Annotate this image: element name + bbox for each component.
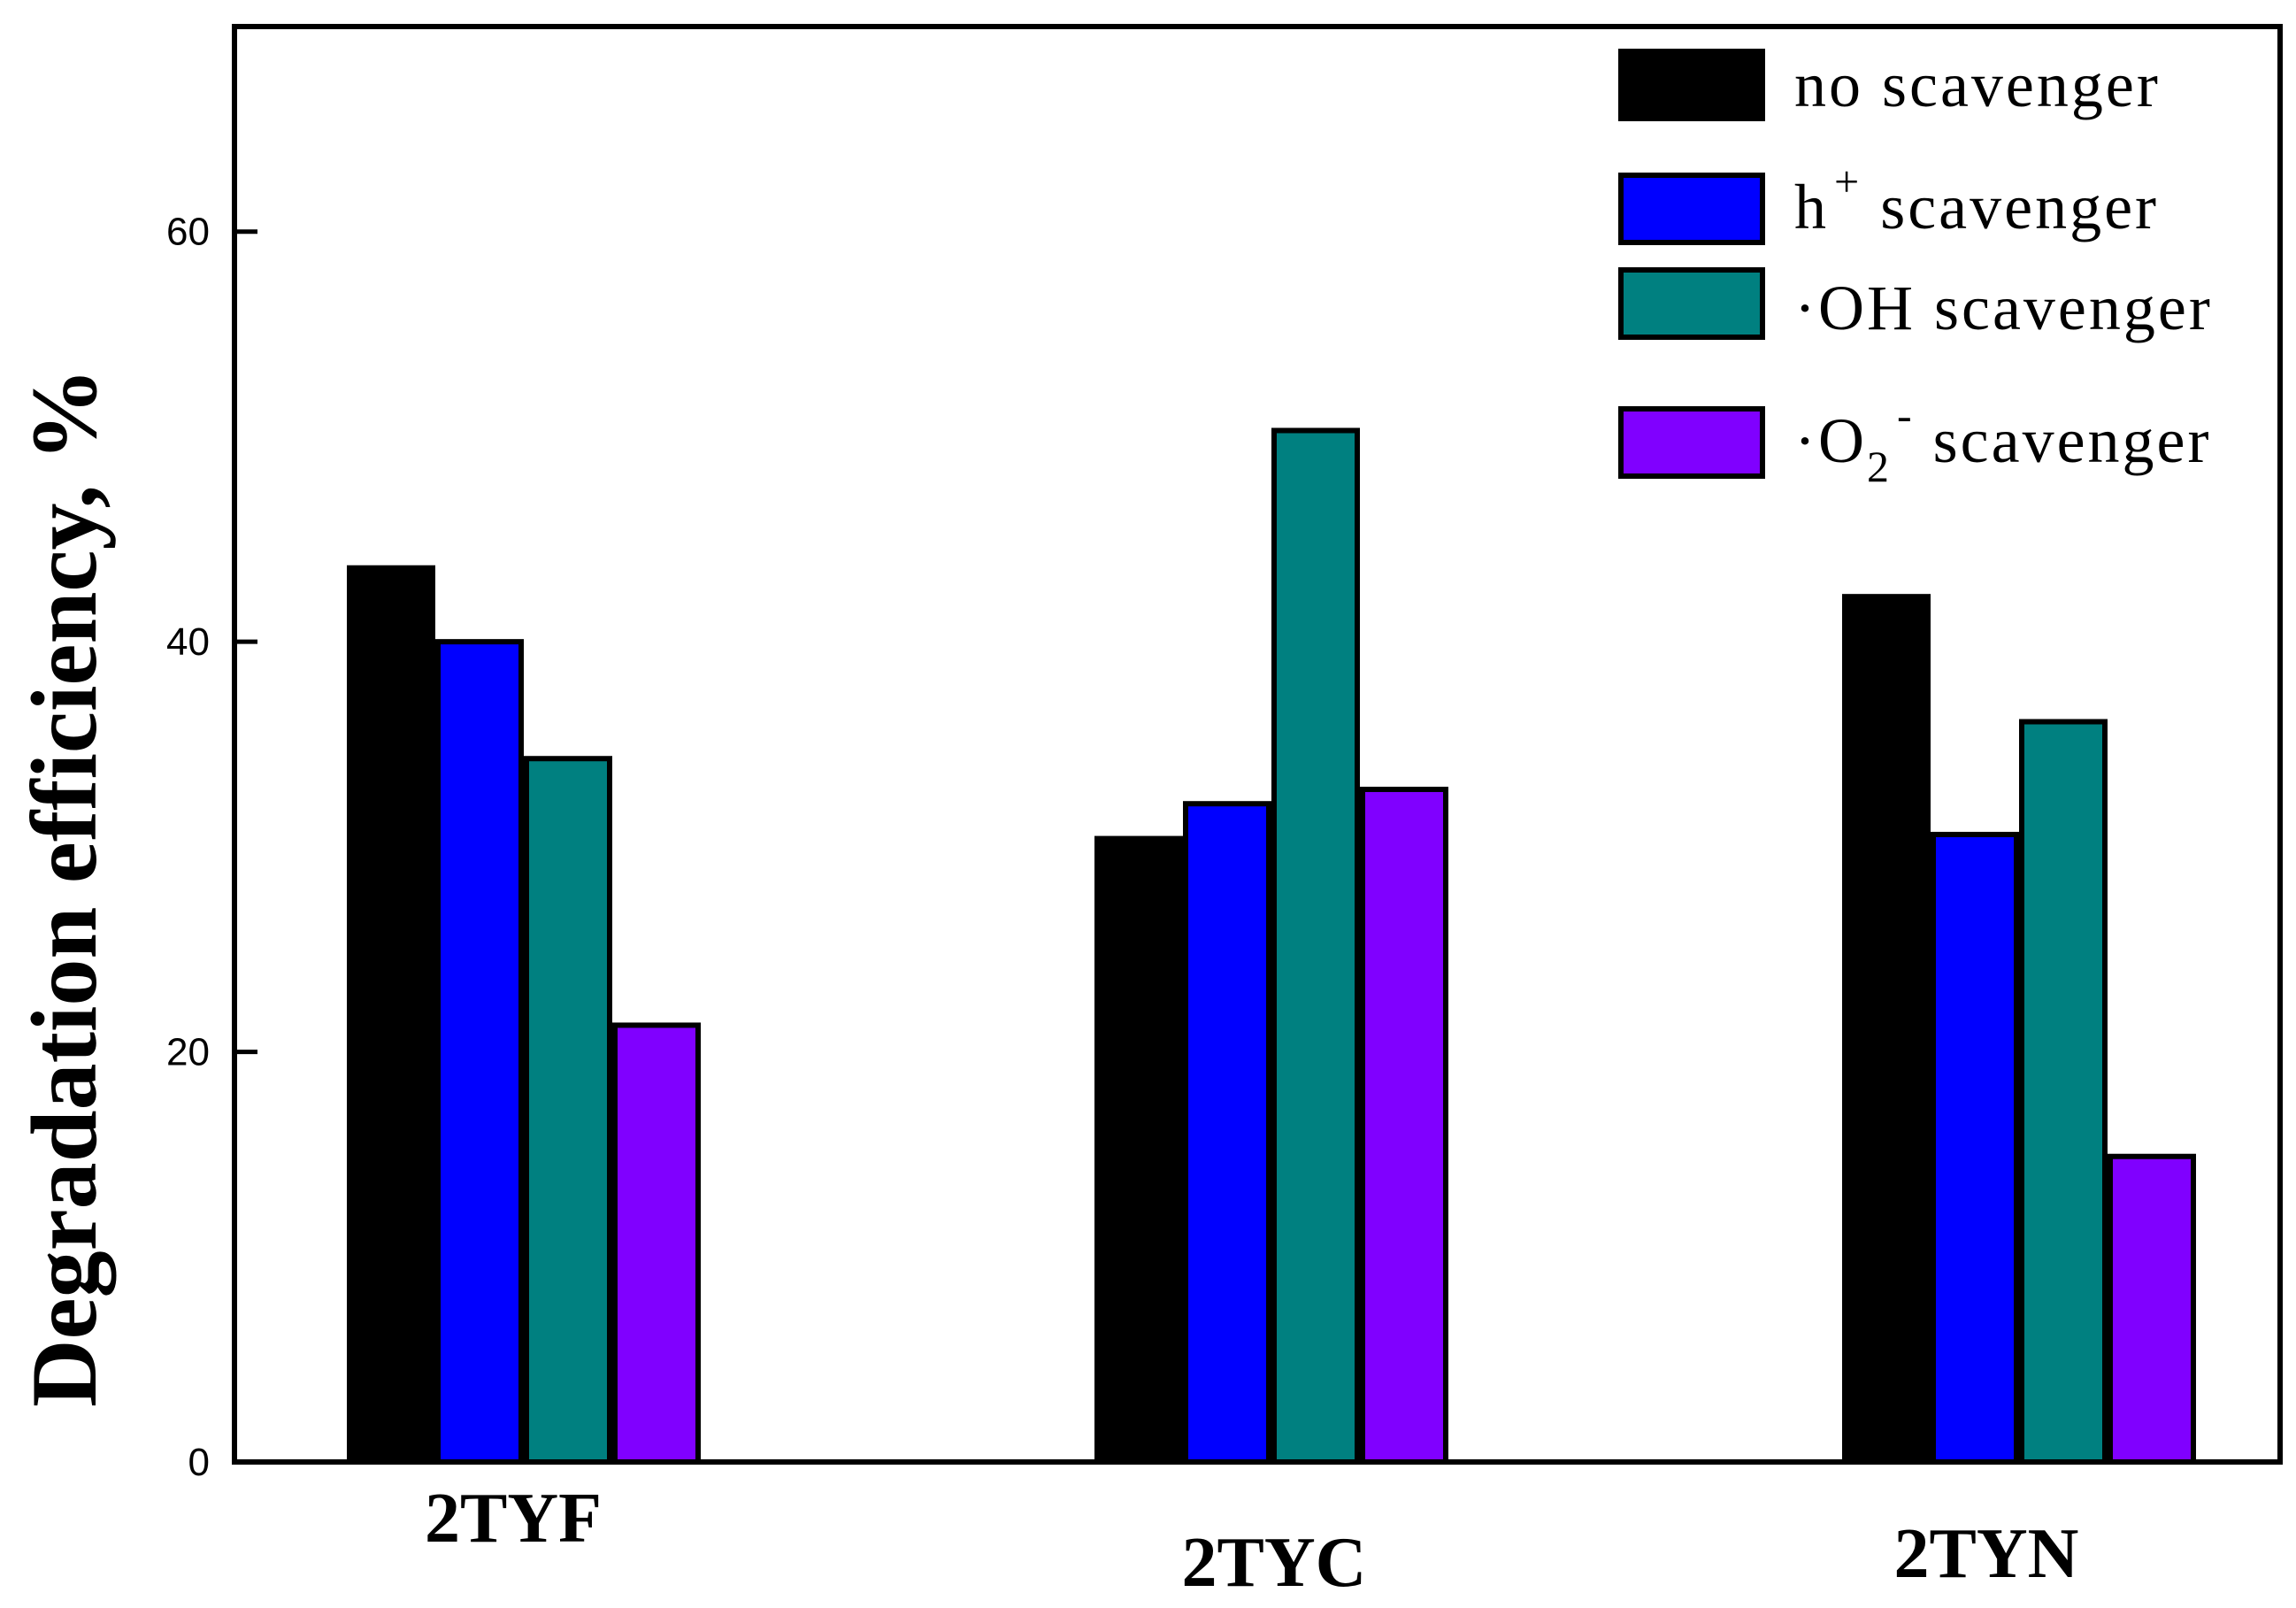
plot-frame bbox=[232, 24, 2283, 1465]
legend-superscript: - bbox=[1897, 390, 1915, 440]
bar-2tyc-series-0 bbox=[1094, 835, 1183, 1465]
legend-label: ·O2- scavenger bbox=[1794, 390, 2211, 491]
legend: no scavenger h + scavenger ·OH scavenger ·O2… bbox=[1618, 49, 2213, 491]
y-tick-label: 0 bbox=[188, 1441, 210, 1484]
legend-label-suffix: scavenger bbox=[1862, 172, 2159, 242]
legend-swatch bbox=[1618, 173, 1765, 245]
legend-swatch bbox=[1618, 49, 1765, 121]
legend-label-text: h bbox=[1794, 172, 1829, 242]
bar-2tyn-series-3 bbox=[2108, 1153, 2196, 1465]
legend-subscript: 2 bbox=[1867, 442, 1892, 491]
bar-2tyc-series-1 bbox=[1183, 801, 1271, 1465]
legend-superscript: + bbox=[1834, 157, 1862, 206]
bar-2tyn-series-1 bbox=[1931, 831, 2019, 1465]
y-tick-label: 40 bbox=[166, 620, 210, 664]
bars-group bbox=[347, 427, 2196, 1466]
legend-label-text: no scavenger bbox=[1794, 50, 2161, 120]
legend-label: h + scavenger bbox=[1794, 157, 2159, 242]
bar-2tyf-series-2 bbox=[524, 756, 612, 1465]
y-tick-label: 60 bbox=[166, 211, 210, 254]
legend-label-text: ·O bbox=[1794, 405, 1867, 476]
bar-2tyc-series-2 bbox=[1271, 427, 1360, 1465]
legend-label: no scavenger bbox=[1794, 50, 2161, 120]
x-category-label: 2TYF bbox=[425, 1480, 602, 1558]
bar-2tyc-series-3 bbox=[1360, 786, 1448, 1465]
y-axis-title: Degradation efficiency, % bbox=[12, 367, 116, 1407]
bar-2tyf-series-3 bbox=[612, 1022, 701, 1466]
bar-2tyf-series-1 bbox=[435, 639, 524, 1465]
legend-label: ·OH scavenger bbox=[1794, 273, 2213, 343]
bar-2tyf-series-0 bbox=[347, 565, 435, 1465]
x-category-label: 2TYN bbox=[1894, 1515, 2079, 1593]
x-category-label: 2TYC bbox=[1182, 1524, 1367, 1602]
legend-label-text: ·OH scavenger bbox=[1794, 273, 2213, 343]
y-axis-ticks: 0 20 40 60 bbox=[166, 211, 257, 1484]
bar-2tyn-series-0 bbox=[1842, 594, 1931, 1465]
legend-label-suffix: scavenger bbox=[1915, 405, 2212, 476]
y-tick-label: 20 bbox=[166, 1031, 210, 1074]
legend-swatch bbox=[1618, 406, 1765, 479]
legend-swatch bbox=[1618, 267, 1765, 340]
bar-2tyn-series-2 bbox=[2019, 719, 2108, 1465]
x-axis-category-labels: 2TYF 2TYC 2TYN bbox=[425, 1480, 2078, 1602]
